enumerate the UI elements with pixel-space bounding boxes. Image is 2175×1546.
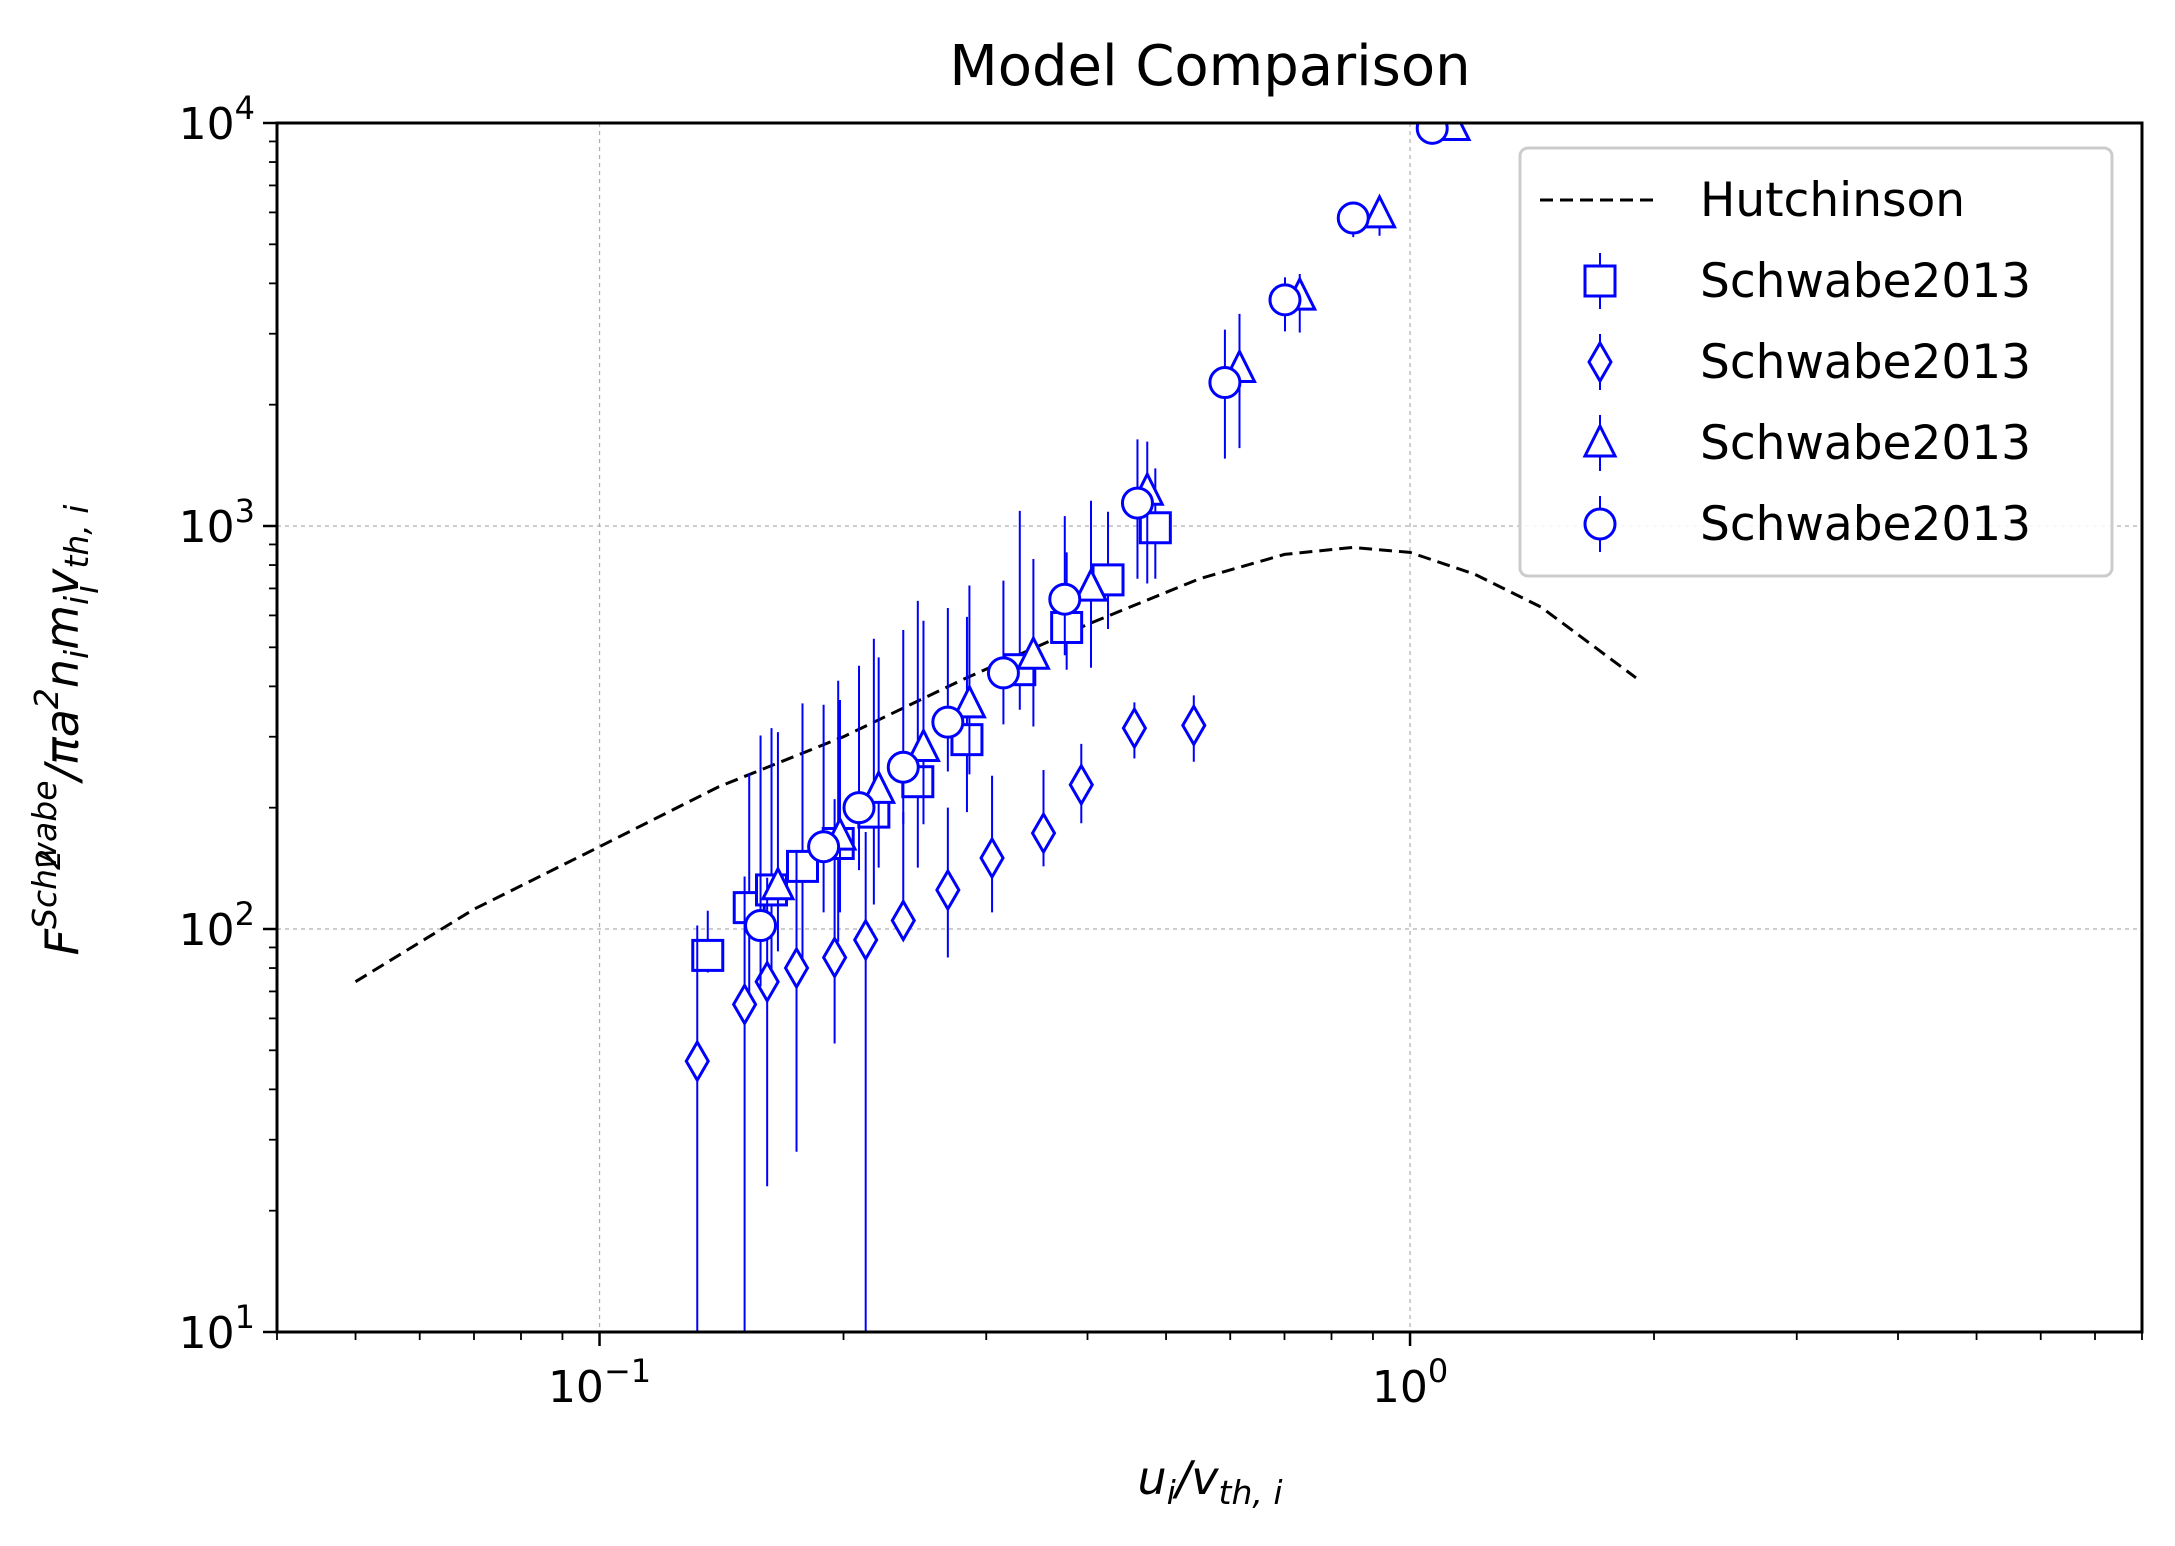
triangle-point bbox=[1362, 193, 1397, 229]
triangle-point bbox=[906, 727, 941, 763]
legend-diamond-marker bbox=[1587, 340, 1613, 384]
diamond-point bbox=[783, 946, 810, 991]
legend: Hutchinson Schwabe2013 Schwabe2013 Schwabe2… bbox=[1518, 146, 2114, 578]
x-tick-label: 100 bbox=[1372, 1352, 1448, 1413]
legend-label: Schwabe2013 bbox=[1700, 254, 2031, 309]
y-tick-label: 103 bbox=[179, 492, 255, 553]
circle-point bbox=[1120, 486, 1154, 520]
triangle-point bbox=[760, 865, 796, 901]
circle-point bbox=[1415, 123, 1449, 145]
legend-label: Hutchinson bbox=[1700, 173, 1965, 228]
diamond-point bbox=[684, 1039, 710, 1084]
series-0 bbox=[354, 545, 1637, 983]
legend-item: Schwabe2013 bbox=[1587, 334, 2031, 390]
chart-title: Model Comparison bbox=[949, 34, 1470, 99]
circle-point bbox=[1268, 283, 1302, 317]
y-axis-label-v-sup: 2 bbox=[29, 849, 68, 870]
legend-label: Schwabe2013 bbox=[1700, 497, 2031, 552]
legend-box bbox=[1518, 146, 2114, 578]
legend-item: Schwabe2013 bbox=[1582, 415, 2031, 471]
circle-point bbox=[886, 750, 920, 784]
circle-point bbox=[931, 705, 965, 739]
triangle-point bbox=[951, 683, 987, 719]
circle-point bbox=[807, 830, 841, 864]
square-point bbox=[1050, 610, 1084, 644]
circle-point bbox=[986, 656, 1020, 690]
diamond-point bbox=[731, 982, 758, 1027]
circle-point bbox=[842, 791, 876, 825]
triangle-point bbox=[1015, 634, 1051, 670]
circle-point bbox=[1336, 201, 1370, 235]
square-point bbox=[1138, 511, 1172, 545]
plot-area bbox=[354, 123, 1637, 1332]
diamond-point bbox=[890, 898, 917, 943]
circle-point bbox=[1048, 582, 1082, 616]
triangle-point bbox=[861, 769, 897, 804]
diamond-point bbox=[979, 836, 1005, 881]
legend-label: Schwabe2013 bbox=[1700, 416, 2031, 471]
y-axis-label-f-sub: i bbox=[67, 585, 106, 594]
diamond-point bbox=[1030, 811, 1057, 856]
legend-item: Schwabe2013 bbox=[1583, 253, 2031, 309]
x-tick-label: 10−1 bbox=[548, 1352, 651, 1413]
series-4 bbox=[744, 123, 1449, 987]
diamond-point bbox=[852, 917, 879, 962]
legend-item: Hutchinson bbox=[1540, 173, 1965, 228]
x-axis-label: ui/vth, i bbox=[1137, 1451, 1282, 1512]
diamond-point bbox=[1181, 703, 1207, 748]
circle-point bbox=[744, 909, 778, 943]
diamond-point bbox=[1121, 706, 1148, 751]
legend-square-marker bbox=[1583, 264, 1617, 298]
legend-circle-marker bbox=[1583, 507, 1617, 541]
legend-triangle-marker bbox=[1582, 422, 1618, 458]
diamond-point bbox=[935, 867, 961, 912]
diamond-point bbox=[1068, 762, 1095, 807]
plot-frame bbox=[275, 121, 2144, 1334]
hutchinson-line bbox=[354, 545, 1637, 983]
circle-point bbox=[1208, 366, 1242, 400]
y-tick-label: 102 bbox=[179, 895, 255, 956]
series-2 bbox=[684, 695, 1207, 1332]
y-axis-label: FSchwabe/πa2nimivth, i bbox=[25, 505, 96, 956]
triangle-point bbox=[1073, 566, 1109, 602]
legend-label: Schwabe2013 bbox=[1700, 335, 2031, 390]
axis-ticks: 10−1 100 101 102 103 104 bbox=[179, 89, 2143, 1413]
legend-item: Schwabe2013 bbox=[1583, 496, 2031, 552]
diamond-point bbox=[821, 935, 848, 980]
y-tick-label: 101 bbox=[179, 1298, 255, 1359]
y-tick-label: 104 bbox=[179, 89, 255, 150]
